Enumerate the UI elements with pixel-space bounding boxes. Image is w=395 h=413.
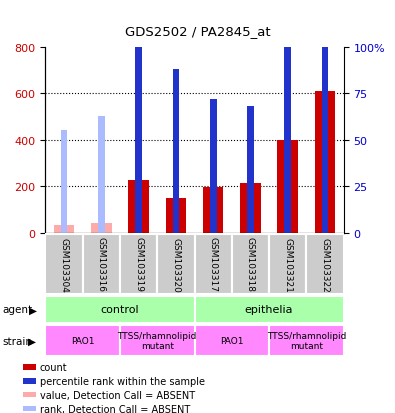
Text: ▶: ▶ [29, 305, 37, 315]
Text: GDS2502 / PA2845_at: GDS2502 / PA2845_at [125, 25, 270, 38]
Text: GSM103320: GSM103320 [171, 237, 181, 292]
Bar [173, 70, 179, 233]
Text: percentile rank within the sample: percentile rank within the sample [40, 376, 205, 386]
Text: GSM103321: GSM103321 [283, 237, 292, 292]
Text: epithelia: epithelia [245, 305, 293, 315]
Text: agent: agent [2, 305, 32, 315]
Text: PAO1: PAO1 [220, 336, 244, 345]
FancyBboxPatch shape [120, 234, 157, 295]
FancyBboxPatch shape [194, 325, 269, 356]
Text: GSM103318: GSM103318 [246, 237, 255, 292]
Bar [284, 29, 291, 233]
Text: count: count [40, 362, 68, 372]
Bar [23, 392, 36, 397]
FancyBboxPatch shape [194, 296, 344, 323]
Text: value, Detection Call = ABSENT: value, Detection Call = ABSENT [40, 389, 195, 400]
Bar [98, 116, 105, 233]
Text: GSM103317: GSM103317 [209, 237, 218, 292]
Bar [277, 140, 298, 233]
Text: TTSS/rhamnolipid
mutant: TTSS/rhamnolipid mutant [118, 331, 197, 350]
Text: GSM103304: GSM103304 [60, 237, 69, 292]
Text: GSM103316: GSM103316 [97, 237, 106, 292]
Text: ▶: ▶ [28, 336, 36, 346]
Text: control: control [101, 305, 139, 315]
Bar [128, 180, 149, 233]
Bar [210, 100, 216, 233]
Bar [54, 225, 74, 233]
Bar [91, 223, 112, 233]
FancyBboxPatch shape [120, 325, 194, 356]
FancyBboxPatch shape [45, 325, 120, 356]
FancyBboxPatch shape [45, 234, 83, 295]
Text: strain: strain [2, 336, 32, 346]
Bar [240, 183, 261, 233]
FancyBboxPatch shape [232, 234, 269, 295]
Bar [203, 188, 224, 233]
Text: GSM103319: GSM103319 [134, 237, 143, 292]
Bar [322, 0, 328, 233]
FancyBboxPatch shape [45, 296, 194, 323]
FancyBboxPatch shape [83, 234, 120, 295]
FancyBboxPatch shape [157, 234, 194, 295]
Text: rank, Detection Call = ABSENT: rank, Detection Call = ABSENT [40, 404, 190, 413]
Bar [61, 131, 68, 233]
FancyBboxPatch shape [307, 234, 344, 295]
Bar [23, 378, 36, 384]
Bar [23, 406, 36, 411]
Text: TTSS/rhamnolipid
mutant: TTSS/rhamnolipid mutant [267, 331, 346, 350]
Text: PAO1: PAO1 [71, 336, 94, 345]
FancyBboxPatch shape [269, 325, 344, 356]
Bar [247, 107, 254, 233]
Bar [315, 92, 335, 233]
Text: GSM103322: GSM103322 [320, 237, 329, 292]
FancyBboxPatch shape [195, 234, 232, 295]
Bar [166, 199, 186, 233]
FancyBboxPatch shape [269, 234, 307, 295]
Bar [23, 365, 36, 370]
Bar [135, 29, 142, 233]
